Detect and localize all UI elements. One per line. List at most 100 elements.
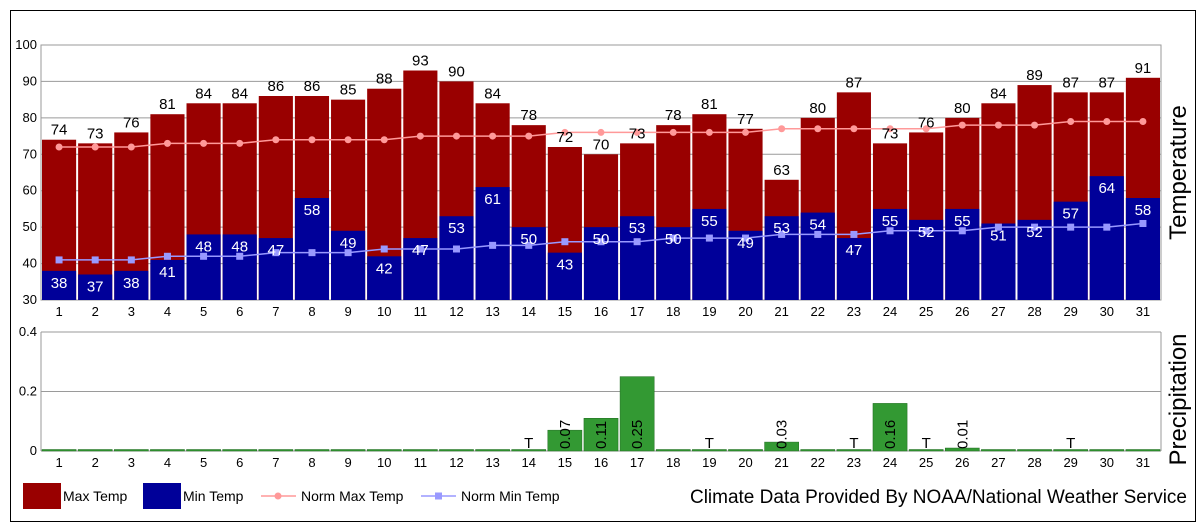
norm-max-temp-point (416, 132, 424, 140)
max-temp-value-label: 63 (773, 162, 790, 179)
min-temp-value-label: 55 (882, 213, 899, 230)
max-temp-value-label: 88 (376, 71, 393, 88)
precip-bar (655, 449, 691, 452)
temp-x-tick-label: 29 (1063, 304, 1077, 319)
temp-x-tick-label: 21 (774, 304, 788, 319)
precip-bar (981, 449, 1016, 452)
norm-max-temp-point (163, 139, 171, 147)
chart-frame: 30 40 50 60 70 80 90 100 0 0.2 0.4 74 73 76 81 84 84 86 86… (10, 10, 1196, 522)
precip-value-label: 0.01 (954, 420, 971, 449)
norm-max-temp-point (308, 136, 316, 144)
precip-x-tick-label: 8 (308, 455, 315, 470)
min-temp-bar (258, 238, 293, 300)
norm-min-temp-point (922, 227, 930, 235)
precip-trace-label: T (524, 435, 533, 452)
norm-min-temp-point (669, 234, 677, 242)
min-temp-value-label: 41 (159, 264, 176, 281)
min-temp-bar (78, 274, 113, 300)
min-temp-value-label: 53 (448, 220, 465, 237)
temp-x-tick-label: 20 (738, 304, 752, 319)
norm-min-temp-point (958, 227, 966, 235)
precip-bar (764, 441, 799, 452)
max-temp-value-label: 87 (1098, 74, 1115, 91)
min-temp-bar (945, 208, 980, 300)
norm-min-temp-point (850, 230, 858, 238)
min-temp-value-label: 58 (304, 202, 321, 219)
norm-max-temp-point (850, 125, 858, 133)
norm-min-temp-point (380, 245, 388, 253)
norm-min-temp-point (525, 241, 533, 249)
max-temp-value-label: 87 (1062, 74, 1079, 91)
temp-x-tick-label: 23 (847, 304, 861, 319)
norm-min-temp-point (742, 234, 750, 242)
precip-bar (583, 418, 619, 452)
norm-max-temp-point (561, 128, 569, 136)
temp-y-tick-label: 30 (23, 292, 37, 307)
norm-max-temp-point (489, 132, 497, 140)
norm-min-temp-point (236, 252, 244, 260)
min-temp-value-label: 53 (773, 220, 790, 237)
max-temp-value-label: 87 (846, 74, 863, 91)
precip-x-tick-label: 10 (377, 455, 391, 470)
precip-x-tick-label: 30 (1100, 455, 1114, 470)
max-temp-value-label: 91 (1135, 60, 1152, 77)
min-temp-value-label: 55 (701, 213, 718, 230)
temp-x-tick-label: 10 (377, 304, 391, 319)
norm-max-temp-point (994, 121, 1002, 129)
temp-x-tick-label: 2 (92, 304, 99, 319)
max-temp-value-label: 81 (159, 96, 176, 113)
legend-label-norm-min-temp: Norm Min Temp (461, 488, 560, 504)
norm-min-temp-point (561, 238, 569, 246)
temp-y-tick-label: 70 (23, 146, 37, 161)
min-temp-bar (42, 270, 77, 300)
precip-x-tick-label: 26 (955, 455, 969, 470)
temp-x-tick-label: 9 (344, 304, 351, 319)
min-temp-bar (439, 216, 474, 300)
temp-x-tick-label: 16 (594, 304, 608, 319)
min-temp-value-label: 50 (520, 231, 537, 248)
precip-x-tick-label: 20 (738, 455, 752, 470)
precip-x-tick-label: 29 (1063, 455, 1077, 470)
max-temp-value-label: 84 (195, 85, 212, 102)
temp-x-tick-label: 30 (1100, 304, 1114, 319)
temp-x-tick-label: 17 (630, 304, 644, 319)
precip-bar (439, 449, 474, 452)
precip-x-tick-label: 9 (344, 455, 351, 470)
min-temp-bar (764, 216, 799, 300)
norm-max-temp-point (200, 139, 208, 147)
temp-x-tick-label: 15 (558, 304, 572, 319)
min-temp-value-label: 42 (376, 260, 393, 277)
norm-max-temp-point (778, 125, 786, 133)
min-temp-value-label: 43 (557, 257, 574, 274)
min-temp-value-label: 50 (593, 231, 610, 248)
precipitation-axis-title: Precipitation (1165, 333, 1192, 465)
precip-bar (403, 449, 438, 452)
min-temp-value-label: 58 (1135, 202, 1152, 219)
norm-max-temp-point (886, 125, 894, 133)
precip-value-label: 0.11 (593, 421, 610, 449)
min-temp-bar (800, 212, 835, 300)
max-temp-value-label: 81 (701, 96, 718, 113)
temp-x-tick-label: 7 (272, 304, 279, 319)
precip-bar (150, 449, 185, 452)
min-temp-bar (547, 252, 582, 300)
temp-y-tick-label: 80 (23, 110, 37, 125)
temp-x-tick-label: 26 (955, 304, 969, 319)
precip-trace-label: T (849, 435, 858, 452)
max-temp-value-label: 73 (87, 125, 104, 142)
precip-bar (222, 449, 258, 452)
precip-bar (294, 449, 330, 452)
precip-bar (800, 449, 836, 452)
legend-swatch-max-temp (23, 483, 61, 509)
norm-min-temp-point (344, 249, 352, 257)
precip-bar (41, 449, 77, 452)
precip-y-tick-label: 0.4 (19, 324, 37, 339)
min-temp-bar (222, 234, 257, 300)
min-temp-value-label: 47 (412, 242, 429, 259)
temp-x-tick-label: 11 (414, 304, 428, 319)
precip-x-tick-label: 13 (485, 455, 499, 470)
norm-max-temp-point (344, 136, 352, 144)
max-temp-value-label: 86 (267, 78, 284, 95)
precip-trace-label: T (922, 435, 931, 452)
norm-min-temp-point (778, 230, 786, 238)
